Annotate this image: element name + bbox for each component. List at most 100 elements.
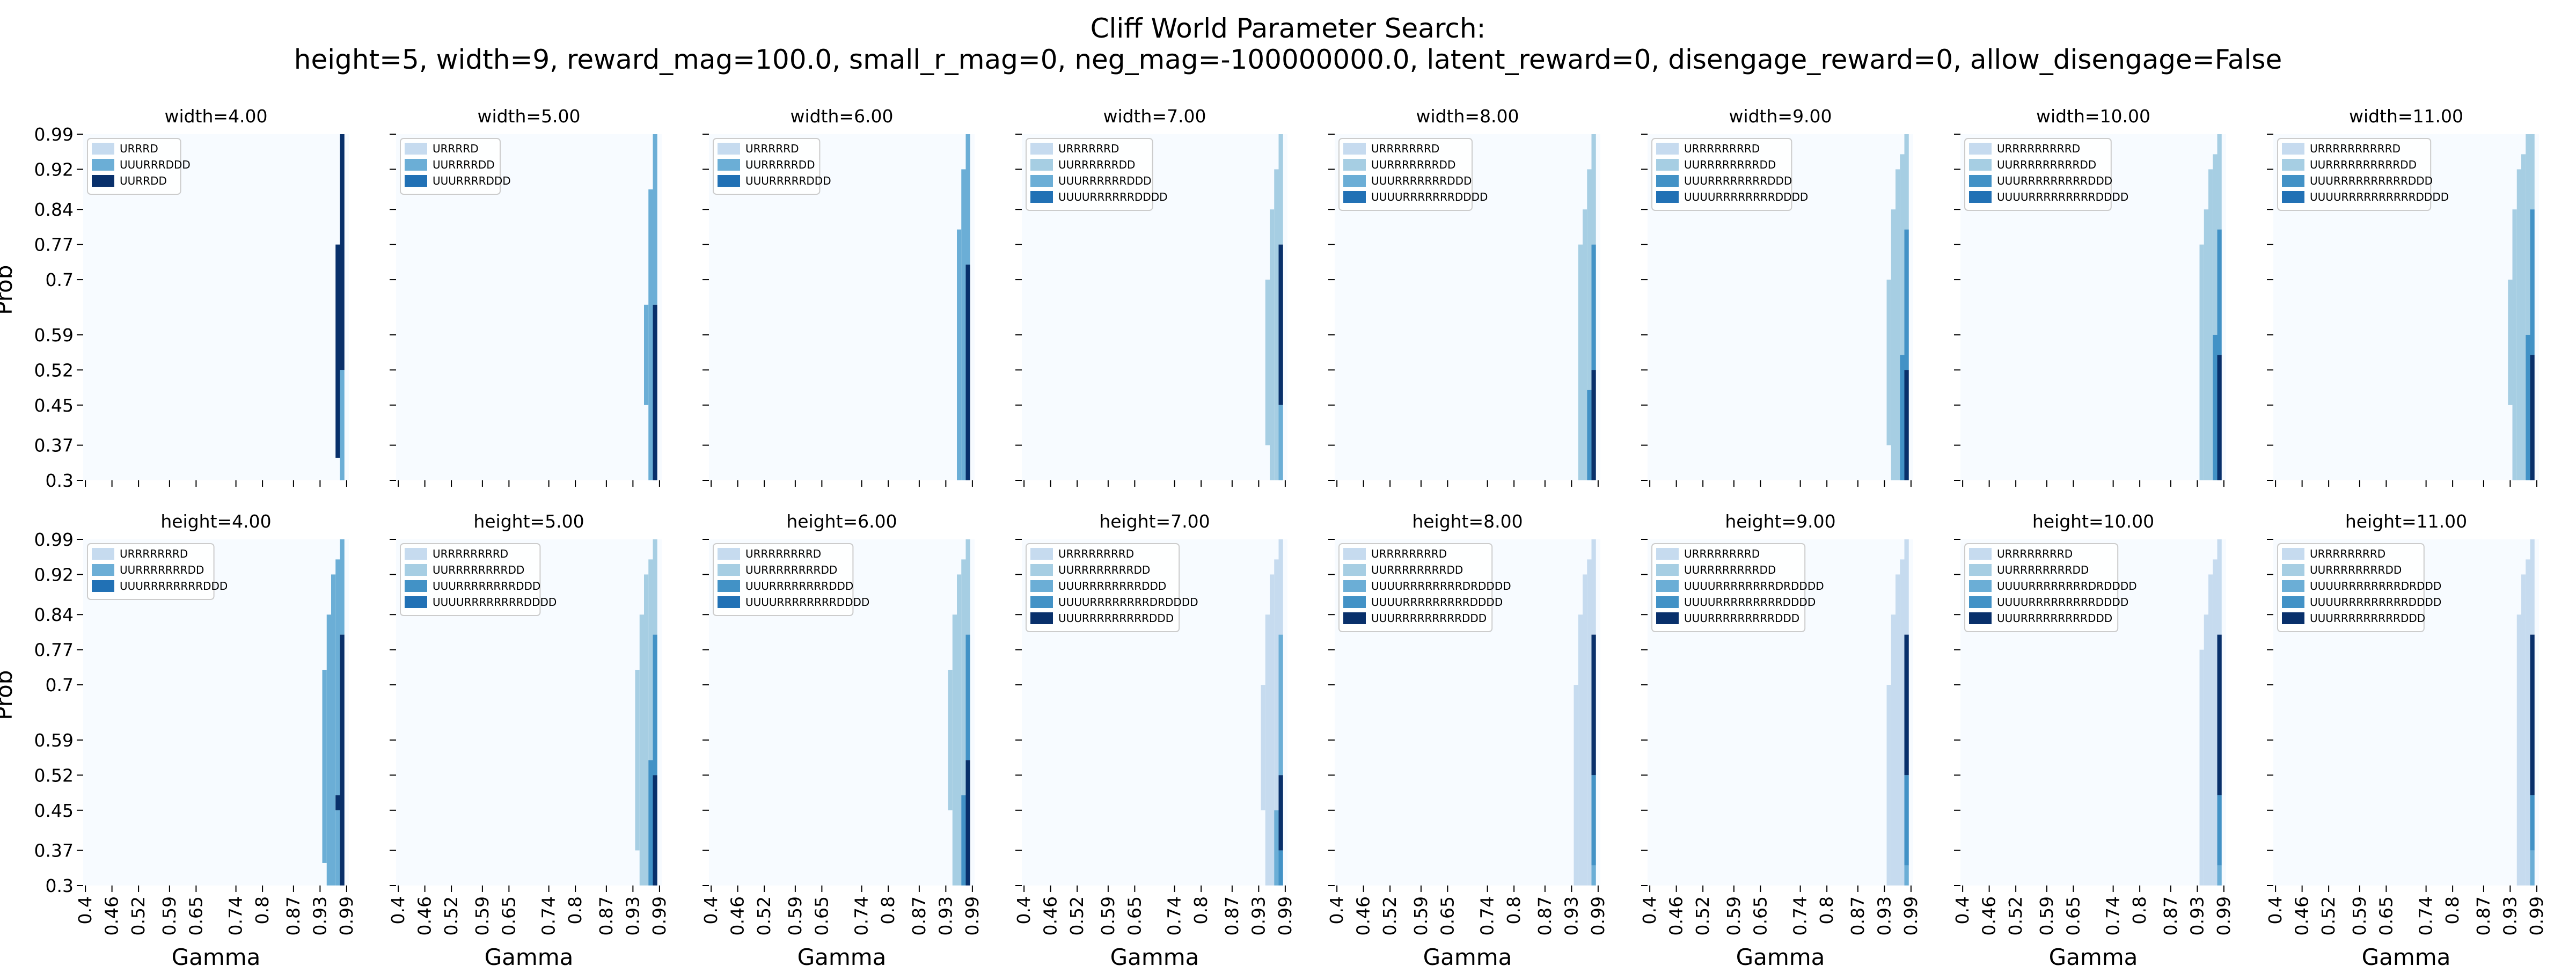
x-tick-label: 0.87: [1534, 896, 1555, 935]
legend-swatch: [405, 159, 427, 171]
legend-swatch: [1343, 191, 1366, 203]
legend-label: UURRDD: [120, 174, 167, 187]
heatmap-cell-block: [1591, 370, 1596, 480]
legend-label: UURRRRRRRRDD: [2310, 564, 2402, 576]
figure-title-line1: Cliff World Parameter Search:: [1091, 13, 1486, 44]
y-axis-label: Prob: [0, 670, 17, 720]
panel-title: width=8.00: [1416, 106, 1519, 127]
legend-swatch: [405, 564, 427, 576]
legend-label: URRRRRRRRD: [1058, 547, 1134, 560]
heatmap-cell-block: [2516, 169, 2521, 480]
y-tick-label: 0.99: [34, 529, 74, 550]
heatmap-cell-block: [653, 134, 657, 305]
x-tick-label: 0.74: [1477, 896, 1498, 935]
y-tick-label: 0.37: [34, 435, 74, 456]
legend-swatch: [2282, 548, 2304, 560]
legend-swatch: [92, 159, 114, 171]
legend-swatch: [1030, 596, 1053, 608]
heatmap-cell-block: [1578, 614, 1583, 885]
y-tick-label: 0.92: [34, 564, 74, 585]
panel-title: height=7.00: [1099, 511, 1210, 532]
x-tick-label: 0.59: [1410, 896, 1431, 935]
legend-label: UUURRRRRRRRDDD: [1684, 174, 1792, 187]
heatmap-cell-block: [1896, 574, 1900, 885]
heatmap-cell-block: [2508, 280, 2513, 405]
heatmap-cell-block: [1886, 280, 1891, 445]
legend-label: UUUURRRRRRRRDRDDD: [2310, 580, 2441, 592]
x-axis-label: Gamma: [1110, 944, 1199, 966]
heatmap-cell-block: [648, 760, 653, 885]
legend-label: UUUURRRRRRRRDRDDDD: [1997, 580, 2137, 592]
heatmap-cell-block: [2530, 850, 2535, 885]
heatmap-panel: width=7.00 URRRRRRD UURRRRRRDD UUURRRRRRDDD…: [1015, 106, 1287, 487]
x-tick-label: 0.46: [727, 896, 748, 935]
x-tick-label: 0.8: [877, 896, 898, 924]
heatmap-cell-block: [1265, 614, 1270, 885]
legend-label: URRRRRRRRD: [1684, 142, 1760, 155]
x-tick-label: 0.87: [909, 896, 930, 935]
heatmap-cell-block: [648, 559, 653, 760]
heatmap-cell-block: [2213, 559, 2218, 885]
legend-swatch: [92, 143, 114, 155]
heatmap-cell-block: [2204, 209, 2208, 480]
x-tick-label: 0.52: [2318, 896, 2339, 935]
heatmap-cell-block: [653, 539, 657, 635]
legend-label: UUURRRRRRRRDDD: [120, 580, 228, 592]
x-tick-label: 0.74: [538, 896, 559, 935]
legend-frame: [87, 543, 215, 600]
legend-swatch: [2282, 191, 2304, 203]
legend-label: UUUURRRRRRRRDDDD: [1684, 191, 1808, 203]
x-tick-label: 0.99: [1900, 896, 1921, 935]
heatmap-cell-block: [653, 304, 657, 480]
legend-label: UURRRRRRRRDD: [1058, 564, 1150, 576]
y-tick-label: 0.37: [34, 840, 74, 861]
heatmap-cell-block: [2512, 209, 2517, 480]
legend-swatch: [2282, 564, 2304, 576]
heatmap-cell-block: [2526, 334, 2530, 480]
legend-label: UURRRRRRRDD: [1371, 158, 1455, 171]
heatmap-cell-block: [965, 134, 970, 265]
heatmap-cell-block: [1904, 229, 1909, 370]
legend-swatch: [92, 548, 114, 560]
legend-label: UUURRRRRRRRRDDD: [1997, 612, 2112, 625]
heatmap-cell-block: [2199, 649, 2204, 885]
legend-swatch: [1030, 159, 1053, 171]
x-tick-label: 0.4: [1639, 896, 1660, 924]
heatmap-cell-block: [653, 634, 657, 775]
legend-swatch: [1656, 612, 1679, 624]
heatmap-cell-block: [2204, 614, 2208, 885]
legend-label: URRRRRRRD: [1371, 142, 1439, 155]
legend-label: UUUURRRRRRRRRDDDD: [1997, 191, 2128, 203]
legend: URRRRD UURRRRDD UUURRRRDDD: [400, 138, 511, 195]
heatmap-cell-block: [1278, 244, 1283, 405]
legend: URRRRRRRD UURRRRRRRDD UUURRRRRRRRDDD: [87, 543, 228, 600]
legend-label: UURRRRRRRRDD: [1371, 564, 1463, 576]
legend-frame: [1651, 138, 1792, 211]
x-tick-label: 0.59: [2036, 896, 2057, 935]
legend-swatch: [1030, 191, 1053, 203]
legend: URRRRRRRD UURRRRRRRDD UUURRRRRRRDDD UUUURRR…: [1338, 138, 1488, 211]
heatmap-cell-block: [322, 670, 327, 863]
legend-frame: [1338, 138, 1473, 211]
legend-swatch: [1969, 564, 1992, 576]
x-tick-label: 0.74: [2416, 896, 2436, 935]
heatmap-cell-block: [2217, 865, 2222, 885]
legend: URRRRRRRRD UURRRRRRRRDD UUUURRRRRRRRDRDDDD…: [1651, 543, 1824, 632]
heatmap-panel: width=8.00 URRRRRRRD UURRRRRRRDD UUURRRRRRR…: [1328, 106, 1600, 487]
legend-swatch: [1343, 143, 1366, 155]
heatmap-cell-block: [1583, 209, 1587, 480]
x-tick-label: 0.65: [811, 896, 832, 935]
y-axis-label: Prob: [0, 265, 17, 315]
legend-label: URRRRRRRD: [120, 547, 188, 560]
heatmap-cell-block: [1891, 614, 1896, 885]
heatmap-cell-block: [965, 634, 970, 760]
heatmap-cell-block: [2530, 134, 2535, 210]
x-axis-label: Gamma: [2362, 944, 2451, 966]
heatmap-panel: width=5.00 URRRRD UURRRRDD UUURRRRDDD: [390, 106, 662, 487]
heatmap-cell-block: [2526, 134, 2530, 335]
heatmap-cell-block: [2217, 539, 2222, 635]
legend-frame: [1026, 543, 1180, 632]
legend-label: UUURRRRRRRRRDDD: [2310, 612, 2425, 625]
heatmap-cell-block: [948, 670, 953, 810]
x-tick-label: 0.99: [336, 896, 357, 935]
